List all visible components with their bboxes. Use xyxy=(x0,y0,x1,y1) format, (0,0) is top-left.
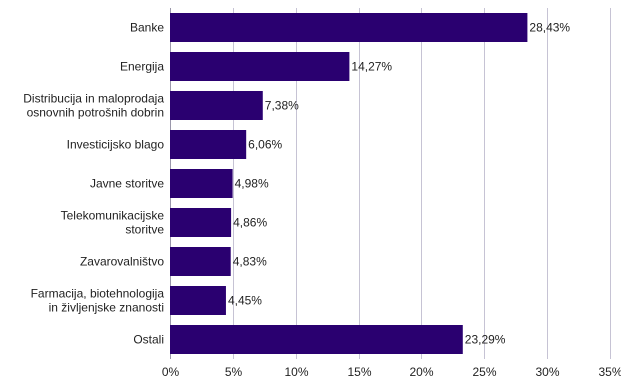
category-label-line: Javne storitve xyxy=(90,177,164,191)
value-label: 14,27% xyxy=(351,60,392,74)
category-label: Farmacija, biotehnologija in življenjske … xyxy=(31,287,165,315)
bar xyxy=(170,52,350,81)
x-tick-label: 20% xyxy=(409,365,433,378)
bar xyxy=(170,169,233,198)
category-label-line: Farmacija, biotehnologija xyxy=(31,287,165,301)
category-label-line: Zavarovalništvo xyxy=(80,255,164,269)
category-label-line: Banke xyxy=(130,21,164,35)
category-label: Investicijsko blago xyxy=(67,138,165,152)
category-label: Ostali xyxy=(133,333,164,347)
bar xyxy=(170,91,263,120)
category-label-line: Distribucija in maloprodaja xyxy=(23,92,164,106)
category-label: Distribucija in maloprodaja osnovnih potr… xyxy=(23,92,164,120)
bar xyxy=(170,286,226,315)
value-label: 28,43% xyxy=(529,21,570,35)
bars-layer xyxy=(170,13,528,354)
labels-layer: 28,43% Banke 14,27% Energija 7,38% Distribuci… xyxy=(23,21,570,347)
category-label-line: osnovnih potrošnih dobrin xyxy=(27,106,164,120)
category-label-line: Investicijsko blago xyxy=(67,138,165,152)
x-tick-label: 0% xyxy=(162,365,180,378)
category-label-line: storitve xyxy=(125,223,164,237)
value-label: 4,86% xyxy=(233,216,267,230)
bar xyxy=(170,13,528,42)
bar xyxy=(170,325,463,354)
bar xyxy=(170,247,231,276)
category-label: Banke xyxy=(130,21,164,35)
category-label: Energija xyxy=(120,60,164,74)
category-label-line: Telekomunikacijske xyxy=(61,209,165,223)
value-label: 7,38% xyxy=(265,99,299,113)
value-label: 4,45% xyxy=(228,294,262,308)
x-tick-label: 15% xyxy=(347,365,371,378)
category-label-line: in življenjske znanosti xyxy=(49,301,164,315)
category-label: Javne storitve xyxy=(90,177,164,191)
category-label-line: Ostali xyxy=(133,333,164,347)
x-tick-label: 35% xyxy=(598,365,621,378)
value-label: 4,83% xyxy=(233,255,267,269)
value-label: 4,98% xyxy=(235,177,269,191)
category-label-line: Energija xyxy=(120,60,164,74)
value-label: 6,06% xyxy=(248,138,282,152)
x-tick-label: 10% xyxy=(284,365,308,378)
x-tick-label: 30% xyxy=(535,365,559,378)
bar xyxy=(170,208,232,237)
x-tick-label: 5% xyxy=(225,365,243,378)
x-tick-label: 25% xyxy=(472,365,496,378)
x-axis-ticks: 0% 5% 10% 15% 20% 25% 30% 35% xyxy=(162,365,621,378)
category-label: Telekomunikacijske storitve xyxy=(61,209,165,237)
bar xyxy=(170,130,247,159)
category-label: Zavarovalništvo xyxy=(80,255,164,269)
value-label: 23,29% xyxy=(465,333,506,347)
